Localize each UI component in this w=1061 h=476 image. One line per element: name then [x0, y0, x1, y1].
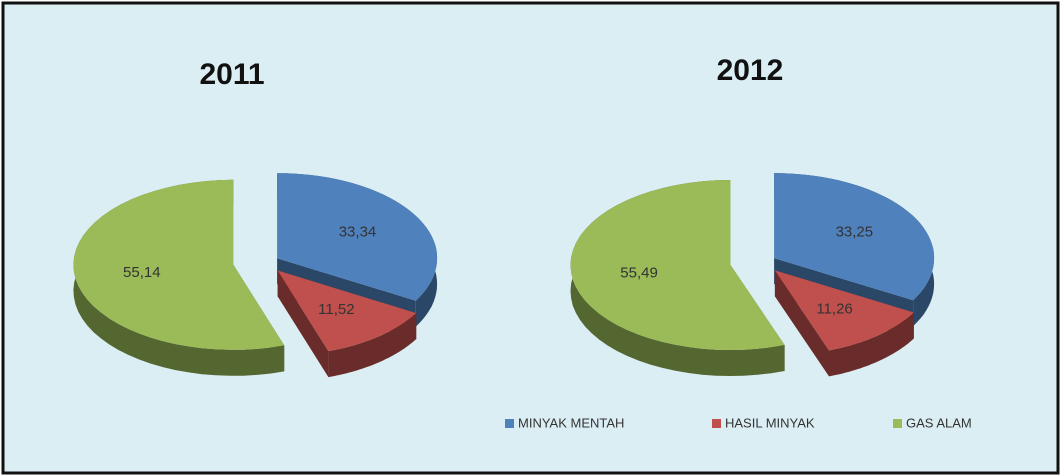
pie-slice-side — [570, 180, 785, 376]
chart-title: 2012 — [717, 54, 784, 87]
legend-swatch — [712, 419, 721, 428]
chart-title: 2011 — [199, 58, 264, 91]
legend-label: MINYAK MENTAH — [518, 415, 624, 430]
pie-slice-side — [73, 179, 285, 376]
pie-slice-side — [829, 312, 914, 377]
legend-swatch — [505, 419, 514, 428]
legend-label: HASIL MINYAK — [725, 415, 815, 430]
pie-slice-side — [774, 270, 829, 377]
pie-slice — [73, 179, 285, 350]
data-label: 33,25 — [836, 223, 874, 240]
data-label: 11,52 — [318, 301, 354, 318]
data-label: 55,49 — [620, 265, 658, 282]
pie-slice-side — [277, 270, 329, 378]
legend-swatch — [893, 419, 902, 428]
pie-slice — [277, 173, 438, 301]
data-label: 33,34 — [339, 224, 377, 241]
data-label: 55,14 — [123, 264, 161, 281]
pie-slice — [570, 180, 785, 350]
pie-slice — [277, 270, 417, 352]
legend-label: GAS ALAM — [906, 415, 972, 430]
pie-slice — [774, 270, 914, 351]
data-label: 11,26 — [816, 300, 852, 317]
pie-slice-side — [328, 313, 417, 378]
pie-slice — [774, 173, 935, 301]
